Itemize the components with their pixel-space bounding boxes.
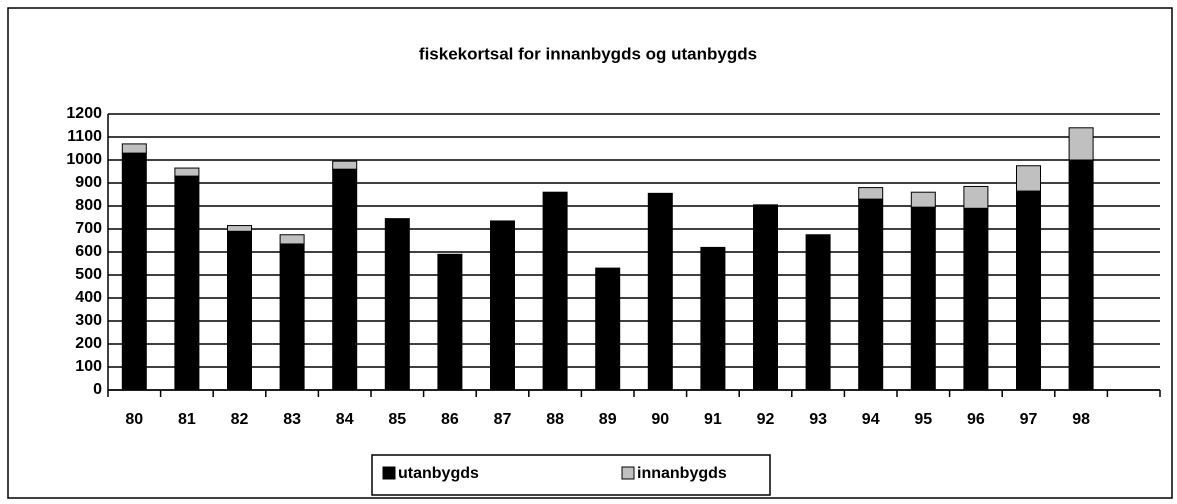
x-tick-label: 95 xyxy=(914,411,932,428)
legend-swatch xyxy=(621,466,635,480)
x-tick-label: 96 xyxy=(967,411,985,428)
bar-segment xyxy=(227,225,252,232)
bar-segment xyxy=(858,198,884,391)
chart-title: fiskekortsal for innanbygds og utanbygds xyxy=(419,44,757,63)
x-tick-label: 91 xyxy=(704,411,722,428)
y-tick-label: 1000 xyxy=(66,151,102,168)
bar-segment xyxy=(490,220,515,391)
x-tick-label: 92 xyxy=(757,411,775,428)
bar-segment xyxy=(1068,159,1094,391)
legend-swatch xyxy=(382,466,396,480)
bar-segment xyxy=(910,206,936,391)
bar-segment xyxy=(332,160,358,170)
bar-segment xyxy=(1068,127,1094,161)
x-tick-label: 84 xyxy=(336,411,354,428)
y-tick-label: 700 xyxy=(75,220,102,237)
x-tick-label: 81 xyxy=(178,411,196,428)
x-tick-label: 85 xyxy=(388,411,406,428)
bar-segment xyxy=(121,152,147,391)
y-tick-label: 100 xyxy=(75,358,102,375)
y-tick-label: 1200 xyxy=(66,105,102,122)
bar-segment xyxy=(963,185,989,209)
x-tick-label: 93 xyxy=(809,411,827,428)
bar-segment xyxy=(700,246,726,391)
bar-segment xyxy=(279,234,305,245)
bar-segment xyxy=(542,191,568,391)
x-tick-label: 88 xyxy=(546,411,564,428)
bar-segment xyxy=(174,167,200,177)
legend-box xyxy=(371,454,771,496)
bar-segment xyxy=(174,175,200,391)
y-tick-label: 200 xyxy=(75,335,102,352)
bar-segment xyxy=(332,168,358,391)
y-tick-label: 0 xyxy=(93,381,102,398)
x-tick-label: 87 xyxy=(494,411,512,428)
bar-segment xyxy=(227,230,252,391)
bar-segment xyxy=(753,204,778,391)
y-tick-label: 300 xyxy=(75,312,102,329)
bar-segment xyxy=(1016,165,1041,192)
bar-segment xyxy=(910,191,936,208)
y-tick-label: 900 xyxy=(75,174,102,191)
x-tick-label: 83 xyxy=(283,411,301,428)
y-tick-label: 800 xyxy=(75,197,102,214)
x-tick-label: 82 xyxy=(231,411,249,428)
y-tick-label: 500 xyxy=(75,266,102,283)
bar-segment xyxy=(121,143,147,154)
bar-segment xyxy=(963,207,989,391)
bar-segment xyxy=(1016,190,1041,391)
y-tick-label: 600 xyxy=(75,243,102,260)
bar-segment xyxy=(279,243,305,391)
x-tick-label: 97 xyxy=(1020,411,1038,428)
x-tick-label: 89 xyxy=(599,411,617,428)
x-tick-label: 80 xyxy=(125,411,143,428)
bar-segment xyxy=(647,192,673,391)
y-tick-label: 400 xyxy=(75,289,102,306)
bar-segment xyxy=(805,234,831,391)
bar-segment xyxy=(384,218,410,391)
y-tick-label: 1100 xyxy=(67,128,102,145)
bar-segment xyxy=(595,267,621,391)
x-tick-label: 90 xyxy=(651,411,669,428)
bar-segment xyxy=(437,253,463,391)
legend-label: utanbygds xyxy=(398,465,479,482)
x-tick-label: 98 xyxy=(1072,411,1090,428)
legend-label: innanbygds xyxy=(637,465,727,482)
x-tick-label: 94 xyxy=(862,411,880,428)
x-tick-label: 86 xyxy=(441,411,459,428)
bar-segment xyxy=(858,187,884,200)
